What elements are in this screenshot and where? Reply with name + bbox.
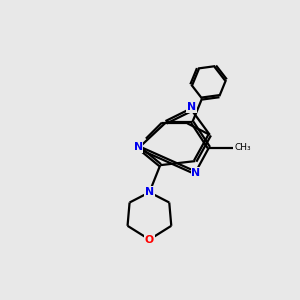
Text: N: N (145, 187, 154, 197)
Text: N: N (134, 142, 143, 152)
Text: N: N (187, 102, 196, 112)
Text: O: O (145, 235, 154, 244)
Text: N: N (191, 168, 200, 178)
Text: CH₃: CH₃ (234, 143, 251, 152)
